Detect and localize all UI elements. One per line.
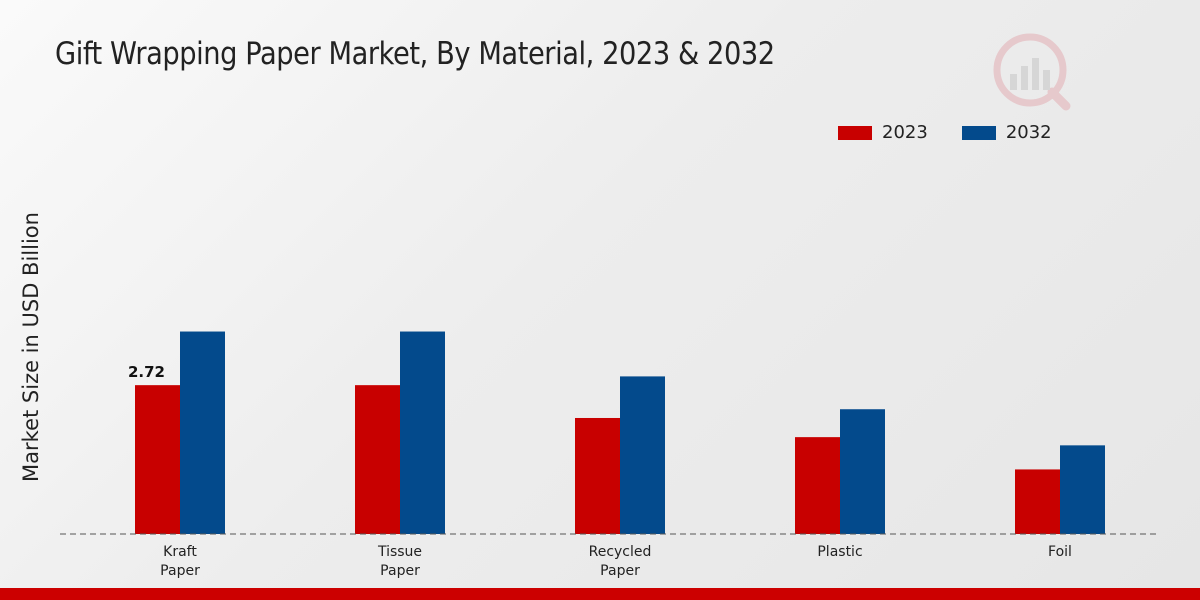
legend-swatch-2023 [838,125,872,140]
bar-2032-2 [620,376,665,534]
bar-2032-1 [400,331,445,534]
x-tick-label-2: Recycled Paper [589,544,652,579]
bar-2023-1 [355,385,400,534]
bar-2023-3 [795,437,840,534]
x-tick-label-1: Tissue Paper [377,544,422,579]
x-tick-label-0: Kraft Paper [160,544,200,579]
legend-item-2032: 2032 [961,122,1052,143]
brand-logo-icon [990,30,1074,118]
bar-2032-0 [180,331,225,534]
legend-swatch-2032 [961,125,996,140]
bar-2023-4 [1015,469,1060,534]
x-tick-label-4: Foil [1048,544,1072,560]
bar-2023-2 [575,417,620,534]
bar-2032-3 [840,409,885,534]
data-label-0: 2.72 [128,363,165,381]
x-tick-label-3: Plastic [817,544,862,560]
legend-label-2023: 2023 [882,122,928,143]
bar-2032-4 [1060,445,1105,534]
footer-bar [0,588,1200,600]
chart-legend: 2023 2032 [838,122,1086,143]
chart-title: Gift Wrapping Paper Market, By Material,… [55,36,775,72]
legend-item-2023: 2023 [838,122,928,143]
bar-2023-0 [135,385,180,534]
legend-label-2032: 2032 [1005,122,1052,143]
